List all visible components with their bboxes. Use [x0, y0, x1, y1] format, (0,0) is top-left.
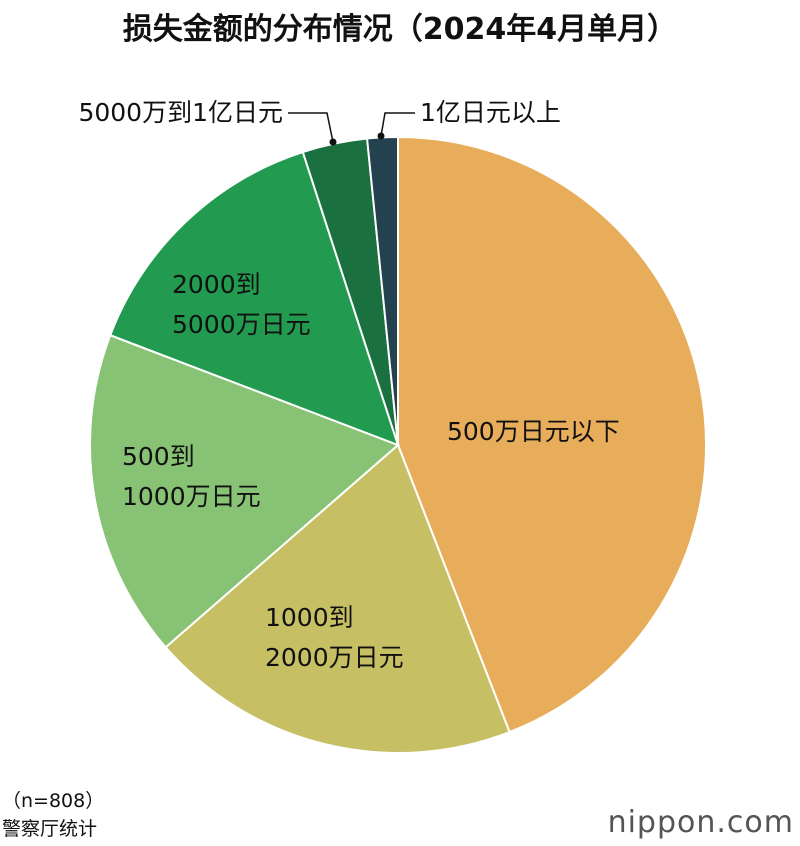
slice-label: 1亿日元以上: [420, 98, 561, 127]
leader-dot: [377, 132, 385, 140]
leader-line: [380, 112, 415, 137]
slice-label: 1000到 2000万日元: [265, 603, 404, 672]
slice-label: 500万日元以下: [447, 417, 620, 446]
pie-slice: [89, 333, 400, 649]
pie-slice: [164, 443, 511, 754]
slice-label: 5000万到1亿日元: [78, 98, 283, 127]
chart-title: 损失金额的分布情况（2024年4月单月）: [122, 12, 678, 47]
pie: [89, 135, 707, 754]
source-note: 警察厅统计: [2, 818, 98, 840]
leader-dot: [329, 138, 337, 146]
leader-line: [288, 112, 334, 143]
logo: nippon.com: [607, 805, 794, 840]
slice-label: 2000到 5000万日元: [172, 270, 311, 339]
sample-note: （n=808）: [2, 790, 105, 812]
slice-label: 500到 1000万日元: [122, 442, 261, 511]
pie-slice: [397, 135, 707, 734]
